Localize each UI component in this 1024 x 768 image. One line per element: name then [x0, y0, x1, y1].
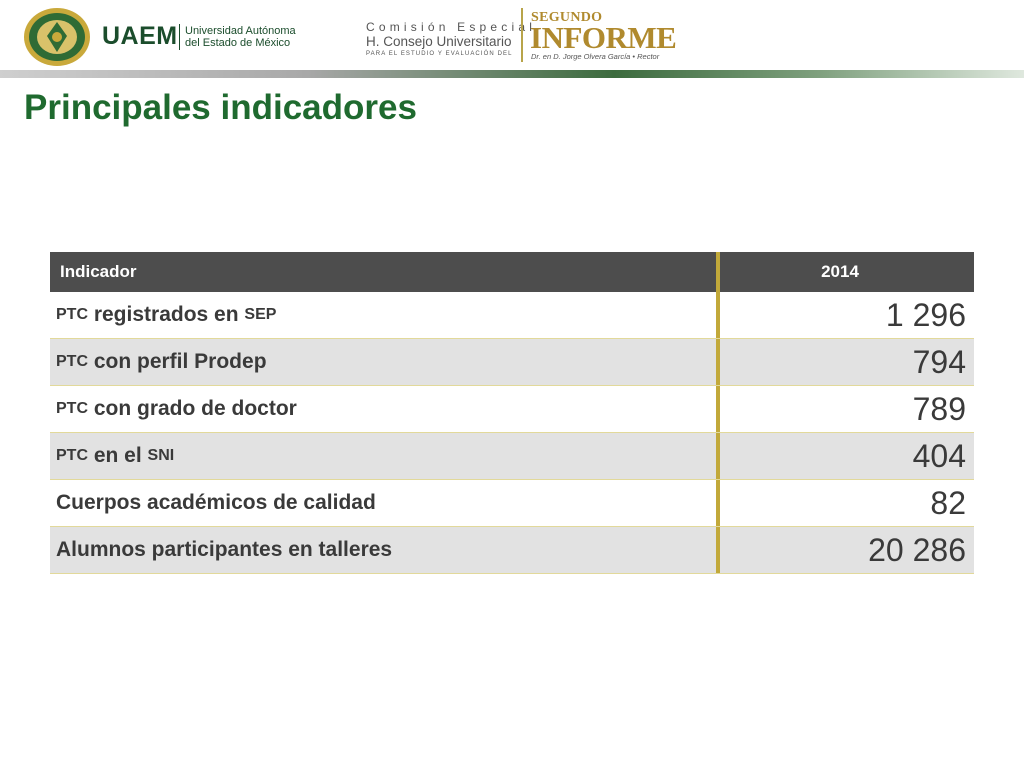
indicator-abbrev: SEP [244, 306, 277, 323]
indicator-abbrev: PTC [56, 447, 88, 464]
indicator-cell: PTC registrados en SEP [50, 292, 716, 338]
table-row: PTC con grado de doctor 789 [50, 386, 974, 433]
indicator-label: registrados en [88, 303, 245, 326]
comision-logo: Comisión Especial H. Consejo Universitar… [366, 20, 536, 57]
table-header-row: Indicador 2014 [50, 252, 974, 292]
indicator-label: Alumnos participantes en talleres [56, 538, 393, 561]
rector-label: Dr. en D. Jorge Olvera García • Rector [531, 52, 660, 61]
comision-line2: H. Consejo Universitario [366, 34, 512, 49]
value-cell: 404 [912, 437, 966, 474]
indicator-cell: Alumnos participantes en talleres [50, 527, 716, 573]
university-name-line1: Universidad Autónoma [185, 25, 296, 37]
informe-label: INFORME [530, 20, 677, 55]
column-separator [716, 527, 720, 573]
comision-line3: PARA EL ESTUDIO Y EVALUACIÓN DEL [366, 51, 513, 57]
value-cell: 82 [930, 484, 966, 521]
value-cell: 789 [912, 390, 966, 427]
indicator-label: con grado de doctor [88, 397, 297, 420]
column-header-year: 2014 [821, 262, 859, 281]
column-separator [716, 433, 720, 479]
header-divider [521, 8, 523, 62]
uaem-logo: UAEM [102, 22, 178, 50]
column-header-indicador: Indicador [60, 262, 137, 281]
indicator-abbrev: PTC [56, 306, 88, 323]
page-title: Principales indicadores [24, 88, 417, 127]
logo-divider [179, 24, 180, 50]
university-name-line2: del Estado de México [185, 37, 291, 49]
table-row: PTC con perfil Prodep 794 [50, 339, 974, 386]
indicator-label: Cuerpos académicos de calidad [56, 491, 376, 514]
table-row: Cuerpos académicos de calidad 82 [50, 480, 974, 527]
university-seal-icon [24, 8, 90, 66]
header-rule [0, 70, 1024, 78]
value-cell: 20 286 [868, 531, 966, 568]
university-name: Universidad Autónoma del Estado de Méxic… [185, 25, 296, 49]
column-separator [716, 292, 720, 338]
table-row: Alumnos participantes en talleres 20 286 [50, 527, 974, 574]
column-separator [716, 252, 720, 292]
value-cell: 794 [912, 343, 966, 380]
indicator-label: en el [88, 444, 148, 467]
indicator-cell: PTC con grado de doctor [50, 386, 716, 432]
indicator-abbrev: PTC [56, 353, 88, 370]
table-row: PTC en el SNI 404 [50, 433, 974, 480]
indicator-cell: PTC en el SNI [50, 433, 716, 479]
indicator-cell: Cuerpos académicos de calidad [50, 480, 716, 526]
page-header: UAEM Universidad Autónoma del Estado de … [0, 0, 1024, 78]
indicator-abbrev: PTC [56, 400, 88, 417]
column-separator [716, 480, 720, 526]
indicators-table: Indicador 2014 PTC registrados en SEP 1 … [50, 252, 974, 574]
value-cell: 1 296 [885, 296, 966, 333]
indicator-label: con perfil Prodep [88, 350, 267, 373]
indicator-cell: PTC con perfil Prodep [50, 339, 716, 385]
table-row: PTC registrados en SEP 1 296 [50, 292, 974, 339]
indicator-abbrev: SNI [147, 447, 175, 464]
comision-line1: Comisión Especial [366, 20, 537, 34]
segundo-label: SEGUNDO [531, 10, 603, 25]
column-separator [716, 386, 720, 432]
column-separator [716, 339, 720, 385]
